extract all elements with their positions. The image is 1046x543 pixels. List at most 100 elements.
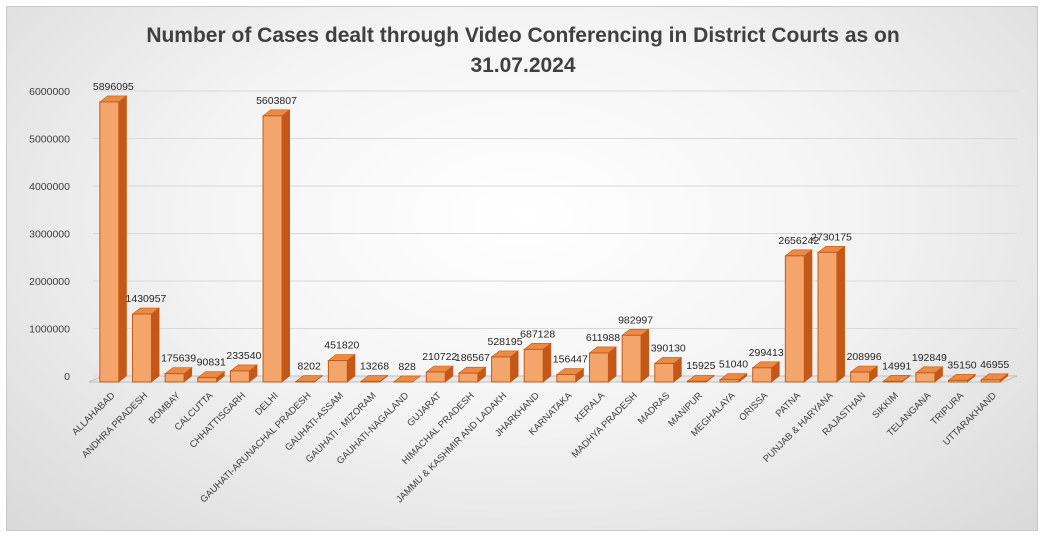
bar bbox=[719, 372, 748, 383]
bar-front bbox=[784, 255, 805, 383]
y-tick-label: 5000000 bbox=[29, 134, 70, 146]
data-label: 2656242 bbox=[778, 235, 819, 247]
bar-side bbox=[118, 95, 127, 383]
bars bbox=[98, 95, 1009, 383]
bar-front bbox=[262, 115, 283, 383]
bar-front bbox=[327, 360, 348, 383]
x-tick-label: PATNA bbox=[774, 390, 804, 420]
bar-front bbox=[752, 367, 773, 383]
bar bbox=[458, 366, 487, 383]
bar-front bbox=[229, 370, 250, 383]
bar bbox=[751, 361, 781, 383]
data-label: 175639 bbox=[161, 353, 196, 365]
data-label: 687128 bbox=[520, 328, 555, 340]
bar bbox=[196, 371, 226, 383]
bar bbox=[882, 374, 911, 383]
data-label: 192849 bbox=[912, 352, 947, 364]
data-label: 982997 bbox=[618, 314, 653, 326]
data-label: 299413 bbox=[749, 347, 784, 359]
bar bbox=[262, 109, 291, 383]
bar bbox=[490, 350, 520, 383]
data-label: 390130 bbox=[651, 342, 686, 354]
y-tick-label: 3000000 bbox=[29, 229, 70, 241]
bar-front bbox=[131, 313, 152, 383]
data-label: 208996 bbox=[847, 351, 882, 363]
bar bbox=[392, 375, 422, 383]
x-tick-label: MADHYA PRADESH bbox=[570, 390, 640, 460]
bar-front bbox=[980, 379, 1001, 383]
data-label: 5603807 bbox=[256, 95, 297, 107]
bar-front bbox=[719, 379, 740, 383]
plot-area: 0 1000000 2000000 3000000 4000000 5000000 6000… bbox=[29, 81, 1018, 505]
data-label: 210722 bbox=[422, 351, 457, 363]
x-tick-label: SIKKIM bbox=[870, 390, 901, 421]
data-label: 451820 bbox=[324, 340, 359, 352]
data-label: 14991 bbox=[882, 360, 911, 372]
bar bbox=[588, 346, 618, 383]
bar bbox=[425, 365, 454, 383]
bar bbox=[229, 364, 258, 383]
bar-front bbox=[621, 334, 642, 383]
data-label: 51040 bbox=[719, 359, 748, 371]
bar-front bbox=[850, 371, 871, 383]
data-label: 35150 bbox=[947, 359, 976, 371]
data-label: 1430957 bbox=[126, 293, 167, 305]
bar bbox=[653, 356, 683, 383]
bar-front bbox=[686, 380, 707, 383]
bar-front bbox=[425, 371, 446, 383]
bar bbox=[555, 367, 585, 383]
bar-front bbox=[360, 380, 381, 383]
data-label: 5896095 bbox=[93, 81, 134, 93]
bar-front bbox=[882, 380, 903, 383]
bar-side bbox=[542, 342, 552, 383]
bar bbox=[294, 374, 324, 383]
x-tick-label: ORISSA bbox=[737, 390, 771, 424]
data-label: 90831 bbox=[197, 357, 226, 369]
bar-front bbox=[164, 373, 185, 383]
bar bbox=[131, 307, 161, 383]
y-tick-label: 4000000 bbox=[29, 181, 70, 193]
gridlines: 0 1000000 2000000 3000000 4000000 5000000 6000… bbox=[29, 86, 1017, 383]
bar bbox=[523, 342, 552, 383]
y-tick-label: 1000000 bbox=[29, 324, 70, 336]
data-label: 13268 bbox=[360, 360, 389, 372]
bar-front bbox=[817, 251, 838, 383]
x-tick-label: GAUHATI-ASSAM bbox=[283, 390, 346, 453]
chart-title-line-2: 31.07.2024 bbox=[470, 54, 576, 77]
x-tick-label: DELHI bbox=[253, 390, 281, 418]
bar bbox=[621, 328, 650, 383]
data-label: 8202 bbox=[297, 361, 321, 373]
data-label: 15925 bbox=[686, 360, 715, 372]
bar-front bbox=[948, 379, 969, 383]
bar-front bbox=[556, 374, 577, 383]
bar-side bbox=[151, 307, 160, 383]
chart-area: Number of Cases dealt through Video Conf… bbox=[6, 6, 1038, 531]
chart-title-line-1: Number of Cases dealt through Video Conf… bbox=[146, 24, 900, 47]
bar-side bbox=[803, 249, 813, 383]
data-label: 46955 bbox=[980, 359, 1009, 371]
floor bbox=[88, 375, 1018, 383]
data-label: 233540 bbox=[226, 350, 261, 362]
bar bbox=[784, 249, 813, 383]
bar-front bbox=[458, 372, 479, 383]
bar bbox=[980, 373, 1009, 383]
bar-front bbox=[588, 352, 609, 383]
bar-front bbox=[915, 372, 936, 383]
bar-side bbox=[281, 109, 291, 383]
data-label: 611988 bbox=[586, 332, 620, 344]
bar bbox=[849, 365, 879, 383]
bar bbox=[360, 374, 389, 383]
y-tick-label: 6000000 bbox=[29, 86, 70, 98]
bar bbox=[98, 95, 128, 383]
bar bbox=[947, 373, 977, 383]
data-label: 528195 bbox=[488, 336, 523, 348]
y-tick-label: 2000000 bbox=[29, 276, 70, 288]
bar-front bbox=[491, 356, 512, 383]
chart-title: Number of Cases dealt through Video Conf… bbox=[7, 21, 1039, 81]
bar bbox=[327, 353, 356, 383]
bar-side bbox=[836, 245, 845, 383]
bar bbox=[164, 367, 193, 383]
bar bbox=[915, 366, 944, 383]
